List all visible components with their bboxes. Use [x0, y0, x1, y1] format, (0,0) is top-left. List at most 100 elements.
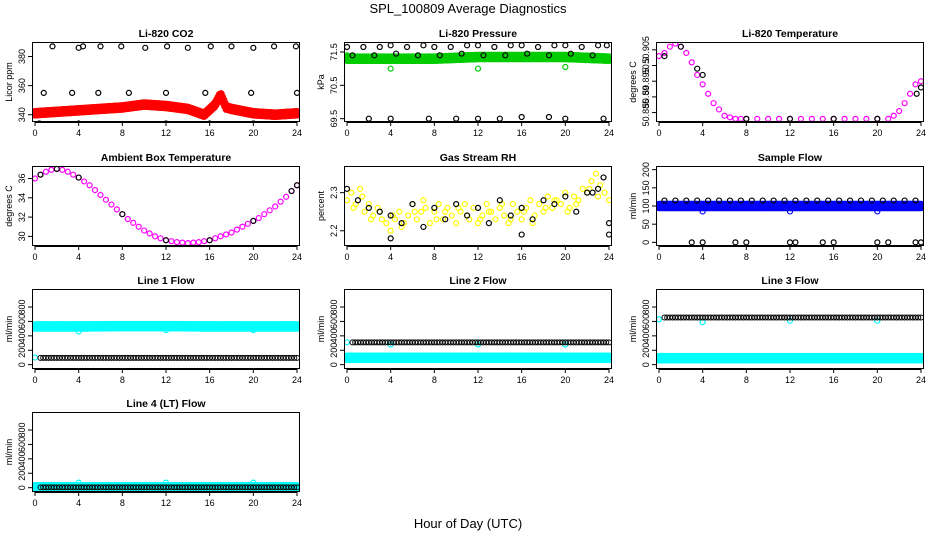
- data-layer: [32, 43, 300, 122]
- data-point: [474, 65, 482, 72]
- data-point: [666, 43, 674, 50]
- data-point: [592, 170, 600, 177]
- data-point: [344, 197, 351, 204]
- data-point: [436, 52, 443, 59]
- data-point: [737, 115, 744, 122]
- y-axis-label: ml/min: [628, 316, 638, 343]
- x-tick-label: 0: [656, 128, 661, 138]
- data-point: [239, 223, 246, 230]
- x-tick-label: 4: [700, 252, 705, 262]
- data-point: [442, 208, 449, 215]
- data-point: [425, 115, 432, 122]
- data-point: [470, 204, 477, 212]
- plot-frame: [656, 289, 924, 369]
- data-layer: [344, 339, 612, 364]
- data-point: [551, 42, 558, 49]
- data-point: [781, 197, 788, 204]
- data-point: [603, 42, 610, 49]
- data-point: [365, 115, 372, 122]
- x-tick-label: 16: [205, 252, 215, 262]
- x-tick-label: 16: [829, 252, 839, 262]
- data-point: [594, 42, 602, 49]
- data-point: [732, 115, 739, 122]
- data-point: [579, 185, 586, 192]
- data-point: [91, 186, 99, 194]
- data-point: [414, 52, 422, 59]
- plot-frame: [344, 289, 612, 369]
- data-point: [699, 239, 706, 246]
- y-tick-label: 70.5: [329, 77, 339, 95]
- data-point: [570, 193, 578, 200]
- data-point: [915, 314, 922, 321]
- data-point: [589, 52, 596, 59]
- data-point: [507, 212, 514, 219]
- data-point: [383, 220, 390, 227]
- data-point: [367, 216, 375, 223]
- data-point: [529, 216, 536, 223]
- data-point: [461, 200, 468, 208]
- data-point: [125, 89, 132, 97]
- data-point: [431, 208, 438, 215]
- data-point: [540, 197, 547, 204]
- y-tick-label: 200: [17, 466, 27, 481]
- y-tick-label: 400: [641, 328, 651, 343]
- data-point: [518, 216, 525, 223]
- data-point: [507, 216, 514, 223]
- data-point: [36, 120, 43, 122]
- data-point: [173, 239, 181, 246]
- y-tick-label: 380: [17, 49, 27, 64]
- data-point: [573, 200, 580, 208]
- data-point: [841, 115, 848, 122]
- data-point: [141, 227, 148, 234]
- data-point: [439, 216, 447, 223]
- data-point: [803, 197, 810, 204]
- y-tick-label: 600: [329, 314, 339, 329]
- x-tick-label: 8: [120, 375, 125, 385]
- y-tick-label: 30: [17, 231, 27, 241]
- data-point: [293, 110, 300, 119]
- data-point: [250, 326, 257, 334]
- data-point: [542, 204, 549, 212]
- x-tick-label: 20: [560, 375, 570, 385]
- y-tick-label: 600: [17, 314, 27, 329]
- data-point: [387, 115, 394, 122]
- data-point: [656, 316, 663, 323]
- data-point: [387, 65, 394, 72]
- data-point: [710, 100, 717, 107]
- data-point: [420, 223, 427, 231]
- x-tick-label: 0: [32, 498, 37, 508]
- data-point: [344, 339, 351, 346]
- y-tick-label: 400: [329, 328, 339, 343]
- data-point: [589, 189, 596, 196]
- data-point: [163, 120, 169, 122]
- x-tick-label: 12: [473, 375, 483, 385]
- data-point: [32, 354, 39, 361]
- y-tick-label: 0: [641, 362, 651, 367]
- data-point: [491, 43, 498, 51]
- data-point: [814, 197, 821, 204]
- data-point: [291, 354, 298, 361]
- data-point: [594, 193, 602, 200]
- data-point: [206, 237, 213, 244]
- data-point: [562, 193, 569, 200]
- data-point: [912, 239, 919, 246]
- data-point: [917, 84, 924, 91]
- data-point: [765, 115, 772, 122]
- data-point: [118, 43, 125, 50]
- data-point: [244, 220, 251, 227]
- x-tick-label: 16: [205, 375, 215, 385]
- data-point: [453, 115, 460, 122]
- data-point: [868, 197, 875, 204]
- data-point: [398, 223, 405, 231]
- data-point: [672, 197, 679, 204]
- y-tick-label: 800: [17, 300, 27, 315]
- y-axis-label: kPa: [316, 74, 326, 90]
- data-point: [496, 197, 503, 204]
- data-point: [431, 204, 438, 212]
- y-tick-label: 800: [641, 300, 651, 315]
- data-point: [97, 43, 104, 50]
